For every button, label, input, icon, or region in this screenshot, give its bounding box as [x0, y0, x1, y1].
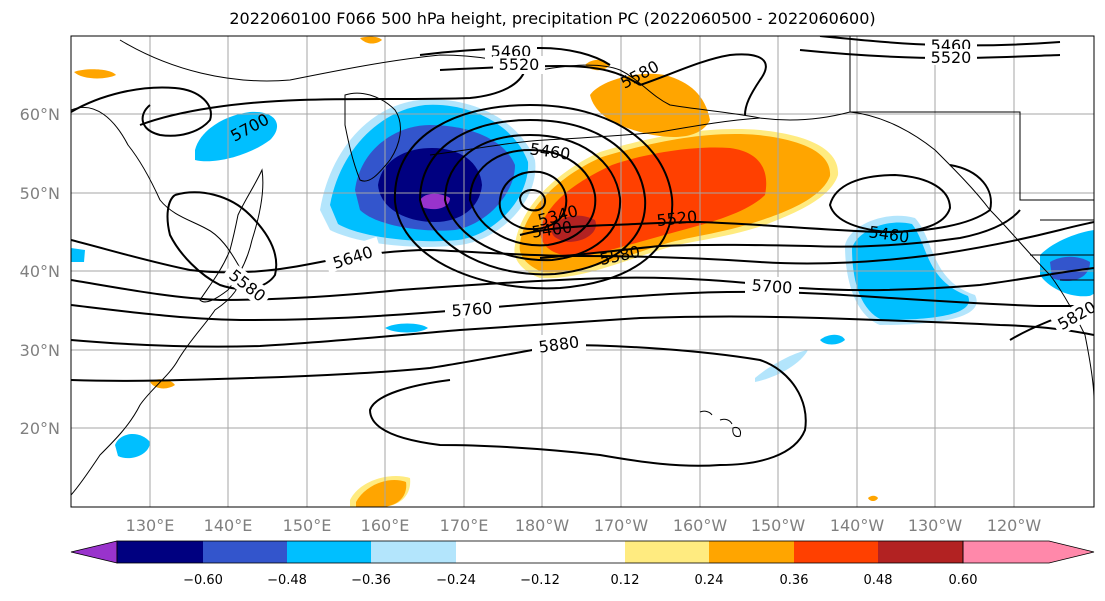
contour-5700-north [71, 86, 212, 137]
contour-label: 5520 [656, 207, 698, 230]
colorbar-label: 0.48 [864, 573, 893, 588]
latitude-labels: 60°N 50°N 40°N 30°N 20°N [20, 105, 60, 438]
colorbar-swatch [625, 541, 709, 563]
coastlines [71, 36, 1094, 496]
lon-label: 170°W [594, 516, 649, 535]
colorbar-swatch [878, 541, 963, 563]
contour-5460-ring [468, 148, 597, 247]
contour-5520 [519, 164, 992, 236]
negative-anomaly-region [1050, 256, 1090, 282]
colorbar-swatch [117, 541, 203, 563]
negative-anomaly-region [420, 193, 450, 210]
lon-label: 160°W [673, 516, 728, 535]
lon-label: 160°E [361, 516, 410, 535]
coastline-alaska [539, 64, 1094, 401]
lat-label: 20°N [20, 419, 60, 438]
precip-anomaly-shading [71, 36, 1094, 507]
us-states [1020, 199, 1094, 281]
colorbar-label: −0.36 [351, 573, 391, 588]
positive-anomaly-region [540, 147, 767, 257]
colorbar-label: −0.48 [267, 573, 307, 588]
positive-anomaly-region [868, 495, 878, 501]
lon-label: 130°W [908, 516, 963, 535]
colorbar-label: −0.12 [520, 573, 560, 588]
lon-label: 150°E [283, 516, 332, 535]
positive-anomaly-region [360, 36, 382, 44]
colorbar-extend-min [70, 540, 118, 564]
contour-5700 [71, 267, 1094, 302]
colorbar-swatch [287, 541, 371, 563]
contour-5880 [71, 343, 807, 467]
lon-label: 150°W [751, 516, 806, 535]
colorbar-label: −0.60 [183, 573, 223, 588]
colorbar-label: 0.60 [949, 573, 978, 588]
contour-label-group: 5460 5520 5580 5700 5460 5340 5400 5520 … [221, 36, 1094, 357]
negative-anomaly-region [71, 248, 85, 262]
map-frame [70, 35, 1095, 508]
lat-label: 60°N [20, 105, 60, 124]
lat-label: 30°N [20, 341, 60, 360]
colorbar-swatch [203, 541, 287, 563]
lon-label: 140°E [204, 516, 253, 535]
negative-anomaly-region [820, 334, 845, 345]
contour-ring-b [418, 118, 647, 276]
positive-anomaly-region [74, 69, 116, 79]
contour-5460-north [419, 46, 611, 66]
contour-5520-north [439, 64, 641, 86]
colorbar-label: 0.12 [611, 573, 640, 588]
contour-label: 5520 [499, 55, 540, 74]
colorbar: −0.60 −0.48 −0.36 −0.24 −0.12 0.12 0.24 … [70, 540, 1095, 588]
coastline-aleutians [429, 117, 761, 156]
coastline-japan [199, 168, 264, 303]
contour-label: 5700 [751, 276, 793, 298]
contour-label: 5520 [931, 48, 972, 67]
contour-5580-south [539, 209, 1021, 259]
contour-5760 [71, 290, 1094, 322]
colorbar-label: −0.24 [436, 573, 476, 588]
negative-anomaly-region [755, 350, 808, 382]
contour-5400 [498, 170, 568, 230]
negative-anomaly-region [115, 434, 150, 459]
colorbar-swatch [456, 541, 540, 563]
lat-label: 50°N [20, 184, 60, 203]
contour-5580-north [639, 53, 767, 116]
map-title: 2022060100 F066 500 hPa height, precipit… [229, 9, 876, 28]
lat-label: 40°N [20, 262, 60, 281]
contour-ring-c [393, 103, 674, 290]
contour-5640-north [139, 69, 526, 126]
colorbar-swatch [371, 541, 456, 563]
lon-label: 120°W [987, 516, 1042, 535]
negative-anomaly-region [385, 323, 428, 333]
contour-5460-low [828, 173, 952, 234]
lon-label: 140°W [830, 516, 885, 535]
contour-5820 [71, 315, 1094, 348]
positive-anomaly-region [590, 73, 710, 137]
lon-label: 130°E [126, 516, 175, 535]
coastline-kamchatka [344, 92, 401, 182]
colorbar-swatch [540, 541, 625, 563]
positive-anomaly-region [551, 215, 596, 242]
coastline-hawaii [699, 410, 741, 437]
colorbar-extend-max [962, 540, 1095, 564]
colorbar-label: 0.36 [780, 573, 809, 588]
colorbar-label: 0.24 [695, 573, 724, 588]
negative-anomaly-region [195, 111, 278, 162]
colorbar-swatch [794, 541, 878, 563]
colorbar-swatch [709, 541, 794, 563]
positive-anomaly-region [356, 480, 407, 507]
lon-label: 180°W [515, 516, 570, 535]
lon-label: 170°E [440, 516, 489, 535]
contour-5340 [518, 189, 546, 212]
longitude-labels: 130°E 140°E 150°E 160°E 170°E 180°W 170°… [126, 516, 1042, 535]
contour-label: 5760 [451, 299, 493, 321]
contour-ring-a [443, 133, 622, 262]
